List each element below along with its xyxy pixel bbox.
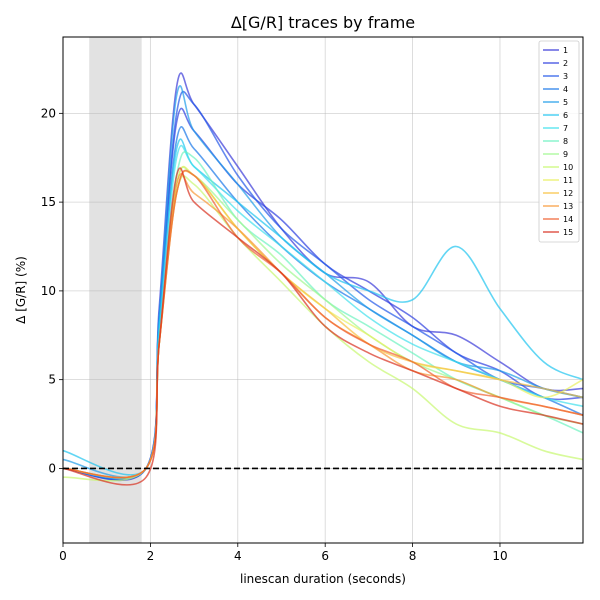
x-tick-label: 4 <box>234 549 242 563</box>
y-tick-label: 5 <box>48 373 56 387</box>
legend-label: 3 <box>563 72 568 81</box>
y-tick-label: 10 <box>41 284 56 298</box>
x-tick-label: 10 <box>492 549 507 563</box>
x-tick-label: 8 <box>409 549 417 563</box>
axes-frame <box>62 36 584 544</box>
legend-label: 13 <box>563 202 573 211</box>
legend-label: 9 <box>563 150 568 159</box>
legend-label: 12 <box>563 189 573 198</box>
legend-label: 2 <box>563 59 568 68</box>
x-axis-title: linescan duration (seconds) <box>240 572 406 586</box>
y-tick-label: 0 <box>48 461 56 475</box>
legend-label: 1 <box>563 46 568 55</box>
legend-label: 6 <box>563 111 568 120</box>
legend-label: 14 <box>563 215 573 224</box>
x-tick-label: 2 <box>147 549 155 563</box>
legend-label: 5 <box>563 98 568 107</box>
shaded-region <box>89 37 142 543</box>
y-tick-label: 15 <box>41 195 56 209</box>
legend-label: 11 <box>563 176 573 185</box>
legend-label: 8 <box>563 137 568 146</box>
y-axis-title: Δ [G/R] (%) <box>14 256 28 324</box>
legend-label: 4 <box>563 85 568 94</box>
chart-title: Δ[G/R] traces by frame <box>231 13 415 32</box>
series-line-15 <box>62 167 584 486</box>
y-tick-label: 20 <box>41 106 56 120</box>
legend-label: 10 <box>563 163 573 172</box>
x-tick-label: 0 <box>59 549 67 563</box>
x-tick-label: 6 <box>321 549 329 563</box>
legend-label: 7 <box>563 124 568 133</box>
legend-label: 15 <box>563 228 573 237</box>
